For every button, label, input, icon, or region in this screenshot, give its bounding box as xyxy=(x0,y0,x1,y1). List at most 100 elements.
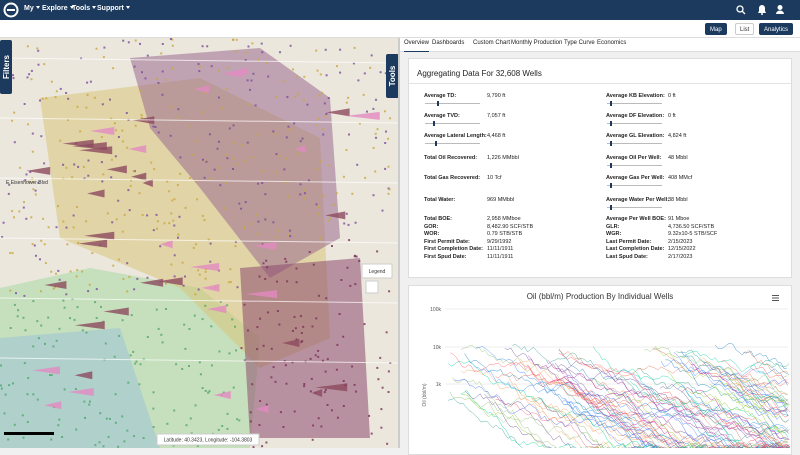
menu-item[interactable]: Explore xyxy=(42,5,74,12)
well-line xyxy=(743,350,788,374)
production-chart: Oil (bbl/m) Production By Individual Wel… xyxy=(408,285,792,448)
well-symbol xyxy=(155,126,157,128)
stat-value: 10 Tcf xyxy=(487,175,502,181)
well-line xyxy=(701,400,788,423)
slider[interactable] xyxy=(425,143,480,144)
well-symbol xyxy=(331,245,333,247)
well-symbol xyxy=(133,170,135,172)
well-symbol xyxy=(282,426,284,428)
well-symbol xyxy=(64,307,66,309)
menu-item[interactable]: Tools xyxy=(72,5,96,12)
well-symbol xyxy=(388,193,390,195)
well-symbol xyxy=(145,77,147,79)
well-symbol xyxy=(126,112,128,114)
well-symbol xyxy=(27,377,29,379)
well-symbol xyxy=(126,262,128,264)
stat-label: First Spud Date: xyxy=(424,254,466,260)
menu-item[interactable]: Support xyxy=(97,5,130,12)
slider[interactable] xyxy=(607,123,662,124)
well-symbol xyxy=(267,76,269,78)
well-symbol xyxy=(51,374,53,376)
tab[interactable]: Overview xyxy=(404,40,429,52)
well-symbol xyxy=(147,55,149,57)
well-symbol xyxy=(110,176,112,178)
well-line xyxy=(556,377,790,448)
well-symbol xyxy=(36,320,38,322)
well-symbol xyxy=(153,168,155,170)
well-symbol xyxy=(121,130,123,132)
well-symbol xyxy=(325,371,327,373)
well-symbol xyxy=(310,390,312,392)
well-symbol xyxy=(377,128,379,130)
well-symbol xyxy=(199,361,201,363)
analytics-button[interactable]: Analytics xyxy=(759,23,793,35)
well-symbol xyxy=(233,142,235,144)
chart-menu[interactable] xyxy=(772,295,779,301)
well-symbol xyxy=(170,264,172,266)
well-symbol xyxy=(170,212,172,214)
well-symbol xyxy=(42,218,44,220)
well-symbol xyxy=(32,133,34,135)
tab[interactable]: Type Curve xyxy=(564,40,595,52)
well-symbol xyxy=(235,51,237,53)
stat-label: Last Spud Date: xyxy=(606,254,648,260)
well-symbol xyxy=(96,317,98,319)
well-symbol xyxy=(111,221,113,223)
well-symbol xyxy=(303,99,305,101)
well-symbol xyxy=(283,80,285,82)
slider[interactable] xyxy=(607,103,662,104)
well-symbol xyxy=(317,350,319,352)
well-symbol xyxy=(364,177,366,179)
menu-item[interactable]: My xyxy=(24,5,40,12)
well-symbol xyxy=(128,276,130,278)
stat-label: Total Gas Recovered: xyxy=(424,175,480,181)
well-symbol xyxy=(61,436,63,438)
well-symbol xyxy=(127,382,129,384)
legend-label[interactable]: Legend xyxy=(369,269,386,275)
well-symbol xyxy=(134,363,136,365)
well-symbol xyxy=(177,108,179,110)
stat-label: GOR: xyxy=(424,224,438,230)
well-symbol xyxy=(374,171,376,173)
slider[interactable] xyxy=(425,123,480,124)
well-symbol xyxy=(111,159,113,161)
slider[interactable] xyxy=(607,207,662,208)
well-symbol xyxy=(373,194,375,196)
well-symbol xyxy=(294,411,296,413)
slider[interactable] xyxy=(607,185,662,186)
slider[interactable] xyxy=(607,143,662,144)
slider[interactable] xyxy=(425,103,480,104)
well-symbol xyxy=(94,301,96,303)
tab[interactable]: Custom Chart xyxy=(473,40,510,52)
map-button[interactable]: Map xyxy=(705,23,727,35)
well-symbol xyxy=(264,278,266,280)
list-button[interactable]: List xyxy=(735,23,754,35)
well-symbol xyxy=(57,205,59,207)
well-symbol xyxy=(357,79,359,81)
filters-label[interactable]: Filters xyxy=(2,54,11,79)
well-symbol xyxy=(375,133,377,135)
well-symbol xyxy=(223,207,225,209)
tools-label[interactable]: Tools xyxy=(388,65,397,86)
well-symbol xyxy=(55,273,57,275)
tab[interactable]: Economics xyxy=(597,40,626,52)
tab[interactable]: Dashboards xyxy=(432,40,464,52)
nav-icons[interactable] xyxy=(736,4,796,16)
well-symbol xyxy=(58,419,60,421)
well-symbol xyxy=(322,128,324,130)
slider[interactable] xyxy=(607,165,662,166)
well-symbol xyxy=(318,417,320,419)
well-symbol xyxy=(177,184,179,186)
well-symbol xyxy=(331,409,333,411)
logo[interactable] xyxy=(3,2,19,18)
tab[interactable]: Monthly Production xyxy=(511,40,562,52)
well-symbol xyxy=(290,45,292,47)
well-symbol xyxy=(355,391,357,393)
well-symbol xyxy=(244,304,246,306)
well-symbol xyxy=(40,325,42,327)
well-symbol xyxy=(286,383,288,385)
well-symbol xyxy=(265,260,267,262)
well-symbol xyxy=(202,111,204,113)
well-symbol xyxy=(12,382,14,384)
